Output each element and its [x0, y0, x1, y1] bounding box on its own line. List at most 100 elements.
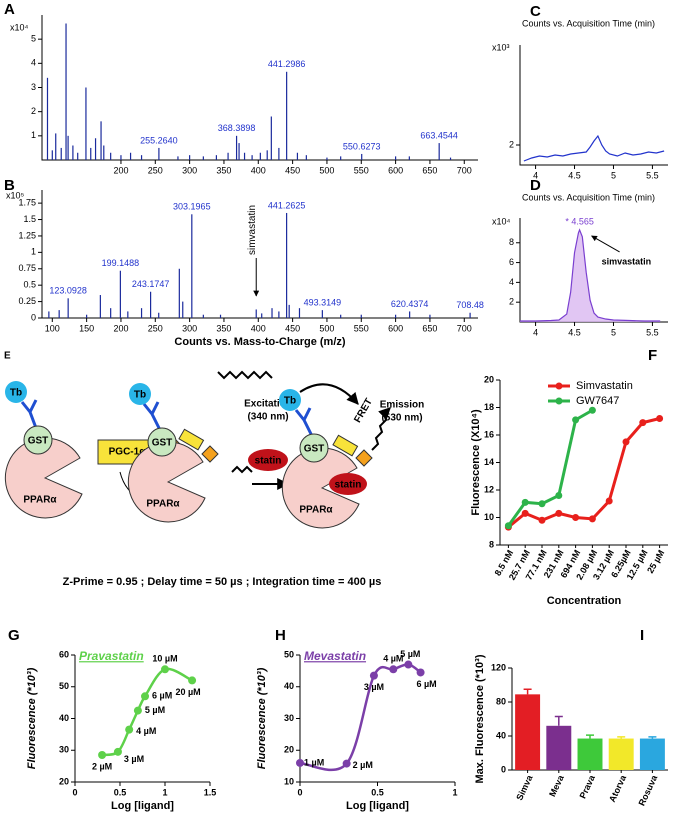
- x-tick-label: 400: [251, 165, 266, 175]
- receptor-label: PPARα: [23, 495, 57, 506]
- peak-label: 620.4374: [391, 299, 429, 309]
- x-tick-label: 450: [285, 165, 300, 175]
- point: [521, 509, 529, 517]
- x-tick-label: 0.5: [114, 787, 127, 797]
- peak-label: * 4.565: [565, 216, 594, 226]
- point: [188, 676, 197, 685]
- x-tick-label: 250: [148, 323, 163, 333]
- error-bar: [648, 736, 657, 739]
- y-tick-label: 5: [31, 34, 36, 44]
- x-tick-label: 0: [72, 787, 77, 797]
- point: [133, 706, 142, 715]
- coactivator-shape: [178, 428, 205, 451]
- panel-letter: B: [4, 177, 15, 194]
- y-axis-label: Fluorescence (*10³): [26, 667, 38, 769]
- x-axis-label: Counts vs. Mass-to-Charge (m/z): [174, 336, 345, 348]
- chart-title: Counts vs. Acquisition Time (min): [522, 192, 655, 202]
- y-scale-label: x10⁴: [10, 22, 29, 32]
- y-tick-label: 0: [501, 764, 506, 774]
- statin-shape: [329, 473, 367, 495]
- point-label: 5 µM: [400, 649, 420, 659]
- series-line: [507, 408, 594, 527]
- gst-label: GST: [28, 436, 49, 447]
- x-tick-label: 650: [422, 165, 437, 175]
- fluorophore-shape: [201, 445, 219, 463]
- panel-letter: E: [4, 351, 11, 362]
- bar: [639, 738, 665, 770]
- x-axis-label: Log [ligand]: [346, 800, 409, 812]
- peak-label: 255.2640: [140, 135, 178, 145]
- antibody: [294, 407, 314, 437]
- legend-marker: [555, 382, 563, 390]
- emission-label: (530 nm): [381, 413, 422, 424]
- point-label: 4 µM: [136, 726, 156, 736]
- compound-label: simvastatin: [602, 256, 652, 266]
- axis-line: [519, 45, 668, 166]
- y-tick-label: 20: [484, 374, 494, 384]
- arrow: [231, 465, 253, 474]
- point-label: 3 µM: [364, 682, 384, 692]
- legend-label: GW7647: [576, 395, 619, 407]
- point: [369, 671, 378, 680]
- x-tick-label: 350: [216, 323, 231, 333]
- x-tick-label: 4: [533, 170, 538, 180]
- excitation-label: (340 nm): [247, 412, 288, 423]
- point: [538, 500, 546, 508]
- panel-letter: D: [530, 177, 541, 194]
- y-tick-label: 40: [284, 681, 294, 691]
- point-label: 6 µM: [416, 679, 436, 689]
- bar: [546, 725, 572, 770]
- tb-label: Tb: [284, 396, 296, 407]
- point-label: 4 µM: [383, 654, 403, 664]
- y-tick-label: 1.75: [18, 198, 36, 208]
- x-tick-label: 500: [319, 323, 334, 333]
- point: [521, 498, 529, 506]
- y-tick-label: 18: [484, 402, 494, 412]
- y-tick-label: 50: [59, 681, 69, 691]
- y-tick-label: 14: [484, 457, 494, 467]
- x-tick-label: 550: [354, 165, 369, 175]
- panel-letter: H: [275, 627, 286, 644]
- x-tick-label: 600: [388, 323, 403, 333]
- area-line: [520, 228, 661, 322]
- x-tick-label: Rosuva: [637, 773, 660, 808]
- tb-shape: [5, 381, 27, 403]
- peak-label: 708.48: [456, 300, 484, 310]
- antibody: [142, 401, 162, 431]
- chart-annotation: Mevastatin: [304, 649, 366, 663]
- gst-label: GST: [152, 438, 173, 449]
- x-tick-label: Prava: [578, 773, 598, 800]
- fret-diagram: E PPARα GST Tb PGC-1α FL PPARα GST Tb st…: [4, 351, 424, 588]
- peak-label: 123.0928: [49, 286, 87, 296]
- x-axis-label: Log [ligand]: [111, 800, 174, 812]
- y-tick-label: 40: [59, 713, 69, 723]
- x-tick-label: 600: [388, 165, 403, 175]
- peak-label: 493.3149: [304, 297, 342, 307]
- statin-label: statin: [255, 456, 282, 467]
- x-tick-label: 4.5: [568, 170, 581, 180]
- y-axis-label: Max. Fluorescence (*10³): [474, 654, 486, 783]
- statin-shape: [248, 449, 288, 471]
- coactivator-label: PGC-1α: [109, 447, 147, 458]
- x-tick-label: 650: [422, 323, 437, 333]
- x-tick-label: 5.5: [646, 327, 659, 337]
- y-tick-label: 30: [59, 745, 69, 755]
- bar: [577, 738, 603, 770]
- y-tick-label: 4: [31, 58, 36, 68]
- point-label: 3 µM: [124, 754, 144, 764]
- y-tick-label: 10: [284, 776, 294, 786]
- chart-annotation: Pravastatin: [79, 649, 144, 663]
- point: [656, 415, 664, 422]
- y-tick-label: 80: [496, 696, 506, 706]
- x-tick-label: 100: [45, 323, 60, 333]
- point: [622, 438, 630, 446]
- x-tick-label: 200: [113, 165, 128, 175]
- x-tick-label: 450: [285, 323, 300, 333]
- y-tick-label: 2: [509, 139, 514, 149]
- y-tick-label: 2: [509, 297, 514, 307]
- point: [605, 497, 613, 505]
- x-tick-label: 1: [452, 787, 457, 797]
- compound-label: simvastatin: [247, 205, 258, 255]
- fluorophore-shape: [355, 449, 373, 467]
- point: [141, 692, 150, 701]
